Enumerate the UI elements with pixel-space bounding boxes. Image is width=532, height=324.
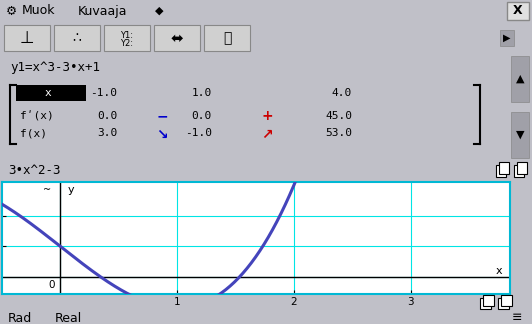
Text: Rad: Rad bbox=[8, 311, 32, 324]
Text: 0: 0 bbox=[48, 280, 55, 290]
Text: Real: Real bbox=[55, 311, 82, 324]
Text: y1=x^3-3•x+1: y1=x^3-3•x+1 bbox=[10, 62, 100, 75]
Bar bbox=[104, 25, 150, 51]
Text: 1.0: 1.0 bbox=[192, 88, 212, 98]
Text: Y1:: Y1: bbox=[121, 30, 134, 40]
Text: X: X bbox=[513, 5, 523, 17]
Text: ⚙: ⚙ bbox=[6, 5, 17, 17]
Text: ▶: ▶ bbox=[503, 33, 511, 43]
Text: y: y bbox=[68, 185, 74, 195]
Text: ∴: ∴ bbox=[72, 31, 81, 45]
Bar bbox=[507, 2, 529, 20]
Text: 0.0: 0.0 bbox=[192, 111, 212, 121]
Bar bbox=[514, 165, 524, 177]
Text: ▼: ▼ bbox=[516, 130, 524, 140]
Text: ▲: ▲ bbox=[516, 74, 524, 84]
Bar bbox=[500, 30, 514, 46]
Text: +: + bbox=[261, 109, 273, 123]
Text: Kuvaaja: Kuvaaja bbox=[78, 5, 128, 17]
Text: -1.0: -1.0 bbox=[185, 128, 212, 138]
Bar bbox=[501, 295, 512, 306]
Bar bbox=[204, 25, 250, 51]
Text: 3.0: 3.0 bbox=[97, 128, 117, 138]
Text: 45.0: 45.0 bbox=[325, 111, 352, 121]
Text: -1.0: -1.0 bbox=[90, 88, 117, 98]
Bar bbox=[54, 25, 100, 51]
Text: x: x bbox=[495, 266, 502, 276]
Text: x: x bbox=[45, 88, 52, 98]
Bar bbox=[483, 295, 494, 306]
Text: 53.0: 53.0 bbox=[325, 128, 352, 138]
Bar bbox=[499, 162, 509, 174]
Text: fʹ(x): fʹ(x) bbox=[20, 111, 54, 121]
Text: ~: ~ bbox=[43, 185, 51, 195]
Bar bbox=[154, 25, 200, 51]
Bar bbox=[517, 162, 527, 174]
Text: −: − bbox=[156, 109, 168, 123]
Text: ↘: ↘ bbox=[156, 128, 168, 142]
Text: 3•x^2-3: 3•x^2-3 bbox=[8, 164, 61, 177]
Bar bbox=[4, 25, 50, 51]
Bar bbox=[480, 298, 491, 309]
Text: Y2:: Y2: bbox=[121, 39, 134, 48]
Text: ≡: ≡ bbox=[511, 311, 522, 324]
Bar bbox=[498, 298, 509, 309]
Text: Muok: Muok bbox=[22, 5, 55, 17]
Text: ↗: ↗ bbox=[261, 128, 273, 142]
Text: f(x): f(x) bbox=[20, 128, 47, 138]
Bar bbox=[511, 112, 529, 158]
Text: ◆: ◆ bbox=[155, 6, 163, 16]
Bar bbox=[16, 85, 86, 101]
Text: ⬌: ⬌ bbox=[171, 30, 184, 45]
Bar bbox=[511, 56, 529, 102]
Bar bbox=[496, 165, 506, 177]
Text: ⊥: ⊥ bbox=[20, 29, 34, 47]
Text: 0.0: 0.0 bbox=[97, 111, 117, 121]
Text: ⤢: ⤢ bbox=[223, 31, 231, 45]
Text: 4.0: 4.0 bbox=[332, 88, 352, 98]
